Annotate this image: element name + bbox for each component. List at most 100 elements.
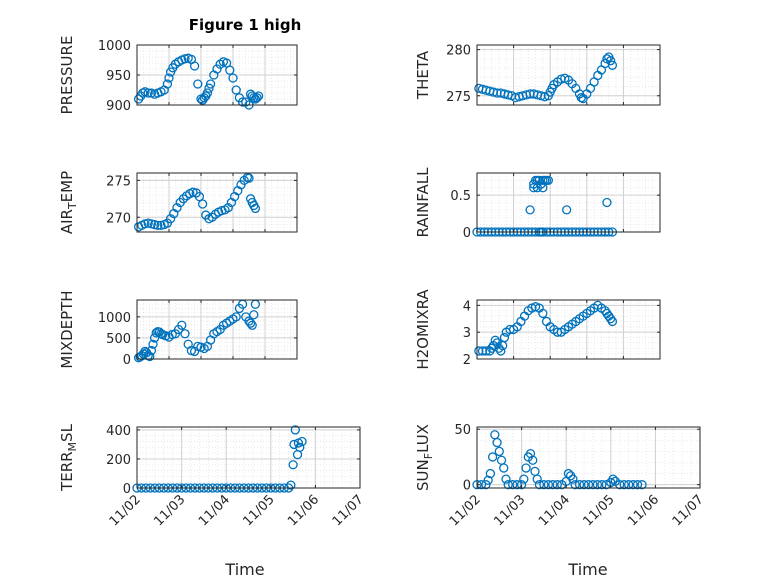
rainfall-panel: 0 0.5 RAINFALL bbox=[414, 167, 661, 241]
data-point bbox=[548, 480, 558, 490]
y-tick-label: 900 bbox=[106, 99, 131, 114]
data-point bbox=[180, 54, 190, 64]
data-point bbox=[146, 345, 157, 356]
data-point bbox=[485, 468, 496, 479]
data-point bbox=[605, 314, 616, 324]
data-point bbox=[605, 56, 616, 66]
axes-box bbox=[476, 426, 701, 489]
data-point bbox=[619, 480, 629, 490]
data-point bbox=[207, 212, 217, 222]
data-point bbox=[295, 442, 305, 452]
data-point bbox=[143, 88, 153, 98]
x-tick-label: 11/04 bbox=[536, 492, 573, 529]
data-point bbox=[231, 312, 241, 322]
y-tick-label: 500 bbox=[106, 332, 131, 347]
data-point bbox=[247, 320, 257, 330]
y-tick-label: 1000 bbox=[98, 39, 131, 54]
data-series bbox=[133, 53, 264, 110]
data-point bbox=[562, 205, 572, 215]
axes-box bbox=[476, 172, 661, 233]
y-tick-label: 2 bbox=[463, 353, 471, 368]
y-axis-label: AIRTEMP bbox=[58, 171, 79, 234]
data-series bbox=[474, 52, 618, 104]
y-tick-label: 4 bbox=[463, 299, 471, 314]
data-point bbox=[496, 346, 506, 356]
data-point bbox=[540, 92, 550, 102]
data-point bbox=[494, 446, 504, 457]
data-point bbox=[225, 65, 235, 75]
data-point bbox=[297, 436, 307, 447]
y-axis-label: PRESSURE bbox=[58, 36, 76, 115]
y-tick-label: 0 bbox=[123, 353, 131, 368]
data-point bbox=[503, 480, 513, 490]
data-point bbox=[177, 320, 187, 330]
axes-box bbox=[476, 44, 661, 106]
data-point bbox=[202, 88, 213, 98]
y-axis-label: TERRMSL bbox=[58, 423, 79, 492]
x-tick-label: 11/07 bbox=[670, 492, 707, 529]
data-point bbox=[568, 474, 578, 484]
data-point bbox=[249, 310, 259, 320]
data-series bbox=[474, 300, 618, 356]
data-point bbox=[289, 439, 299, 450]
data-point bbox=[194, 191, 205, 202]
data-point bbox=[178, 194, 189, 204]
data-point bbox=[197, 199, 208, 209]
data-point bbox=[499, 332, 510, 343]
data-point bbox=[148, 339, 158, 349]
data-point bbox=[534, 480, 545, 490]
y-axis-label: MIXDEPTH bbox=[58, 290, 76, 368]
data-point bbox=[602, 197, 612, 208]
data-point bbox=[244, 173, 254, 183]
data-point bbox=[501, 474, 511, 484]
data-point bbox=[250, 94, 261, 104]
data-point bbox=[607, 60, 618, 70]
data-point bbox=[145, 351, 155, 362]
data-point bbox=[286, 480, 296, 490]
data-point bbox=[529, 179, 539, 189]
y-tick-label: 0 bbox=[463, 479, 471, 494]
data-point bbox=[512, 480, 522, 490]
data-point bbox=[164, 73, 174, 83]
data-point bbox=[228, 73, 238, 83]
data-point bbox=[532, 474, 542, 484]
h2omixra-panel: 2 3 4 H2OMIXRA bbox=[414, 289, 661, 370]
grid-lines bbox=[476, 45, 661, 106]
theta-panel: 275 280 THETA bbox=[414, 44, 661, 106]
x-tick-label: 11/07 bbox=[330, 492, 367, 529]
data-point bbox=[165, 214, 176, 224]
data-point bbox=[205, 79, 216, 89]
y-tick-label: 50 bbox=[454, 423, 471, 438]
data-point bbox=[563, 468, 574, 479]
data-point bbox=[481, 480, 491, 490]
data-point bbox=[162, 79, 173, 89]
axes-box bbox=[136, 172, 298, 233]
mixdepth-panel: 0 500 1000 MIXDEPTH bbox=[58, 290, 298, 369]
data-point bbox=[290, 425, 300, 435]
data-point bbox=[525, 448, 536, 459]
data-point bbox=[212, 64, 222, 74]
x-tick-label: 11/06 bbox=[625, 492, 662, 529]
plot-area bbox=[137, 300, 297, 359]
data-point bbox=[477, 346, 488, 356]
data-point bbox=[607, 316, 618, 327]
data-point bbox=[615, 480, 625, 490]
x-axis-label: Time bbox=[224, 560, 264, 579]
data-point bbox=[492, 437, 502, 448]
data-point bbox=[637, 480, 647, 490]
data-point bbox=[597, 480, 607, 490]
data-point bbox=[204, 83, 214, 93]
data-point bbox=[525, 205, 535, 215]
data-point bbox=[172, 203, 182, 213]
data-point bbox=[623, 480, 634, 490]
data-point bbox=[241, 97, 251, 107]
data-point bbox=[180, 329, 190, 339]
y-axis-label: H2OMIXRA bbox=[414, 289, 432, 370]
axes-box bbox=[476, 299, 661, 360]
data-point bbox=[189, 346, 200, 357]
data-point bbox=[632, 480, 643, 490]
data-point bbox=[574, 480, 585, 490]
x-axis-label: Time bbox=[567, 560, 607, 579]
data-point bbox=[508, 480, 518, 490]
